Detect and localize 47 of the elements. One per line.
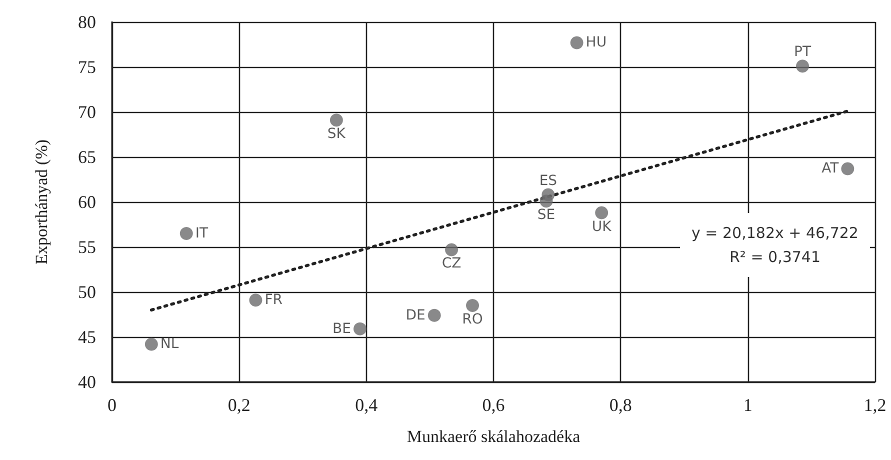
annotation: RO: [462, 312, 483, 328]
y-tick-label: 45: [78, 327, 96, 347]
y-tick-label: 40: [78, 372, 96, 392]
x-tick-label: 0,6: [482, 395, 505, 415]
annotation: DE: [406, 307, 426, 324]
y-tick-label: 50: [78, 282, 96, 302]
y-tick-label: 60: [78, 192, 96, 212]
point: [330, 114, 343, 127]
y-tick-label: 75: [78, 57, 96, 77]
point: [249, 294, 262, 307]
point: [144, 338, 158, 351]
point: [180, 227, 193, 240]
y-tick-label: 70: [78, 102, 96, 122]
annotation: PT: [794, 44, 812, 60]
y-axis-title: Exporthányad (%): [32, 139, 51, 265]
annotation: AT: [822, 160, 840, 177]
annotation: HU: [586, 34, 607, 51]
annotation: y = 20,182x + 46,722: [692, 224, 858, 242]
y-tick-label: 55: [78, 237, 96, 257]
point: [841, 162, 854, 176]
x-tick-label: 1: [743, 395, 752, 415]
annotation: R² = 0,3741: [729, 248, 821, 266]
x-tick-label: 0,8: [609, 395, 632, 415]
annotation: CZ: [442, 256, 462, 272]
point: [445, 243, 458, 256]
point: [428, 308, 441, 322]
annotation: SE: [537, 207, 556, 224]
x-tick-label: 1,2: [864, 395, 886, 415]
point: [353, 322, 366, 336]
annotation: NL: [160, 336, 179, 352]
y-tick-label: 65: [78, 147, 96, 167]
point: [595, 206, 608, 220]
annotation: UK: [592, 218, 612, 235]
x-tick-label: 0,4: [355, 395, 378, 415]
point: [466, 299, 480, 312]
x-axis-title: Munkaerő skálahozadéka: [406, 427, 581, 446]
annotation: ES: [539, 172, 558, 189]
annotation: IT: [195, 226, 209, 242]
point: [570, 36, 584, 50]
x-tick-label: 0,2: [228, 395, 250, 415]
annotation: FR: [264, 292, 283, 308]
annotation: SK: [327, 126, 346, 142]
y-tick-label: 80: [78, 12, 96, 32]
point: [540, 194, 553, 208]
x-tick-label: 0: [108, 395, 116, 415]
annotation: BE: [332, 320, 351, 337]
point: [796, 60, 810, 73]
